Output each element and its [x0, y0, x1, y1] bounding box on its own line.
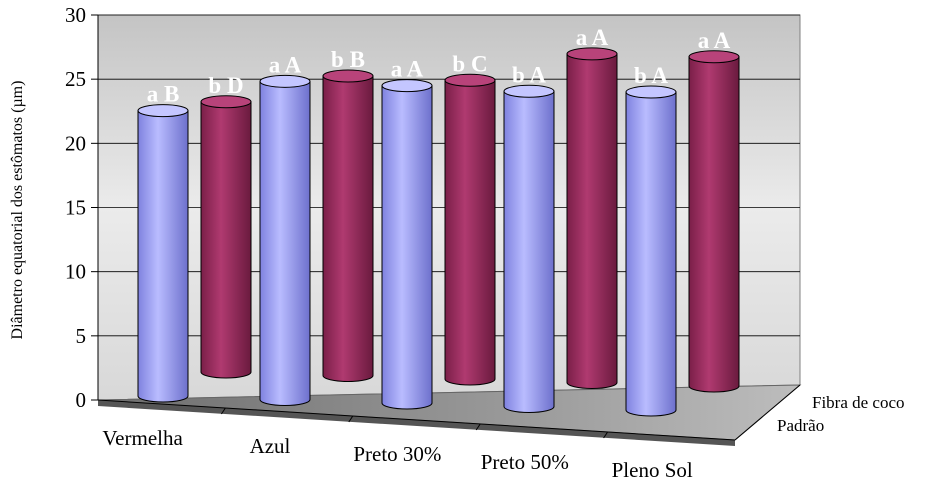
- y-tick-label: 25: [65, 67, 86, 91]
- bar-body: [137, 110, 189, 403]
- bar-top: [503, 84, 555, 98]
- x-tick-label: Pleno Sol: [612, 458, 693, 482]
- bar-fibra-de-coco-1: [200, 95, 252, 379]
- bar-top: [137, 104, 189, 118]
- bars: [137, 47, 740, 417]
- bar-padr-o-3: [381, 79, 433, 410]
- x-tick: [348, 415, 354, 423]
- data-label: a A: [269, 52, 302, 77]
- data-label: a A: [391, 57, 424, 82]
- bar-padr-o-2: [259, 74, 311, 406]
- bar-fibra-de-coco-5: [688, 50, 740, 393]
- bar-fibra-de-coco-3: [444, 73, 496, 386]
- x-tick-label: Preto 50%: [481, 450, 569, 474]
- depth-label-padrao: Padrão: [777, 416, 824, 435]
- bar-body: [503, 90, 555, 413]
- bar-top: [381, 79, 433, 93]
- y-tick-label: 0: [76, 388, 87, 412]
- y-tick-label: 15: [65, 196, 86, 220]
- data-labels: b D b B b C a A a A a B a A a A b A b A: [147, 25, 731, 107]
- data-label: b D: [208, 73, 243, 98]
- x-tick-label: Vermelha: [102, 426, 183, 450]
- x-tick: [475, 423, 481, 431]
- y-axis-label: Diâmetro equatorial dos estômatos (µm): [9, 81, 26, 340]
- data-label: b A: [512, 62, 546, 87]
- bar-top: [322, 69, 374, 83]
- data-label: b C: [452, 51, 487, 76]
- bar-top: [259, 74, 311, 88]
- x-axis-line: [97, 399, 736, 441]
- data-label: a B: [147, 82, 180, 107]
- chart-floor-front: [98, 400, 735, 446]
- bar-padr-o-1: [137, 104, 189, 403]
- bar-top: [566, 47, 618, 61]
- bar-body: [688, 56, 740, 393]
- y-tick-label: 30: [65, 3, 86, 27]
- bar-top: [200, 95, 252, 109]
- bar-body: [322, 75, 374, 382]
- bar-body: [381, 85, 433, 410]
- bar-padr-o-5: [625, 85, 677, 417]
- bar-body: [444, 79, 496, 386]
- bar-body: [566, 53, 618, 389]
- y-tick-label: 10: [65, 260, 86, 284]
- bar-fibra-de-coco-4: [566, 47, 618, 389]
- data-label: a A: [698, 28, 731, 53]
- bar-fibra-de-coco-2: [322, 69, 374, 382]
- x-tick: [603, 431, 609, 439]
- y-axis: 0 5 10 15 20 25 30: [65, 3, 99, 412]
- x-tick: [220, 407, 226, 415]
- x-tick-label: Preto 30%: [353, 442, 441, 466]
- data-label: b B: [331, 47, 365, 72]
- bar-top: [688, 50, 740, 64]
- x-tick-label: Azul: [250, 434, 291, 458]
- y-tick-label: 20: [65, 131, 86, 155]
- depth-axis-line: [734, 384, 801, 441]
- bar-top: [444, 73, 496, 87]
- data-label: b A: [634, 63, 668, 88]
- data-label: a A: [576, 25, 609, 50]
- bar-top: [625, 85, 677, 99]
- x-axis: Vermelha Azul Preto 30% Preto 50% Pleno Sol: [97, 384, 801, 482]
- bar-body: [259, 80, 311, 406]
- y-tick-label: 5: [76, 324, 87, 348]
- bar-padr-o-4: [503, 84, 555, 413]
- bar-body: [625, 91, 677, 417]
- bar-body: [200, 101, 252, 379]
- depth-label-fibra-de-coco: Fibra de coco: [812, 393, 905, 412]
